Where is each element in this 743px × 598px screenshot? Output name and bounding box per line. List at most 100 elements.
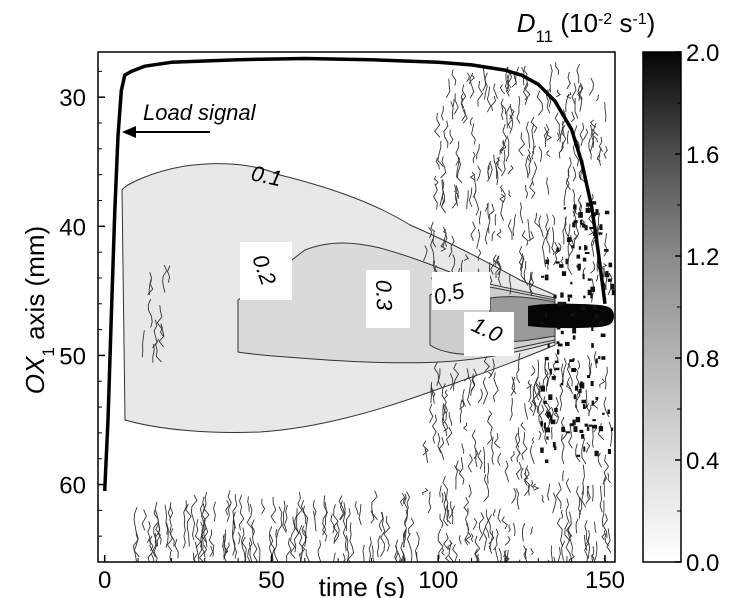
noise-contour bbox=[573, 220, 580, 248]
noise-contour bbox=[499, 185, 503, 192]
noise-contour bbox=[571, 82, 577, 104]
noise-contour bbox=[458, 535, 462, 545]
noise-contour bbox=[225, 542, 230, 553]
noise-contour bbox=[488, 213, 491, 234]
noise-contour bbox=[588, 77, 595, 96]
noise-contour bbox=[538, 404, 545, 433]
noise-dot bbox=[580, 381, 583, 385]
noise-contour bbox=[536, 90, 544, 116]
noise-contour bbox=[441, 383, 447, 409]
noise-contour bbox=[490, 95, 496, 111]
noise-contour bbox=[440, 243, 447, 252]
noise-contour bbox=[471, 429, 479, 460]
noise-contour bbox=[248, 542, 253, 562]
noise-dot bbox=[541, 275, 545, 278]
noise-contour bbox=[202, 496, 205, 514]
noise-dot bbox=[607, 409, 610, 414]
noise-contour bbox=[515, 462, 522, 480]
noise-contour bbox=[530, 480, 535, 489]
noise-dot bbox=[555, 261, 560, 264]
noise-contour bbox=[517, 352, 521, 370]
noise-contour bbox=[441, 179, 445, 208]
noise-dot bbox=[604, 210, 610, 215]
noise-contour bbox=[546, 131, 552, 141]
noise-contour bbox=[476, 228, 481, 249]
noise-contours bbox=[132, 62, 615, 562]
noise-dot bbox=[573, 394, 577, 400]
noise-contour bbox=[499, 193, 505, 202]
noise-contour bbox=[454, 464, 458, 490]
noise-contour bbox=[450, 101, 454, 120]
y-axis: 30 40 50 60 bbox=[59, 70, 105, 563]
noise-contour bbox=[577, 85, 583, 112]
noise-contour bbox=[534, 359, 541, 388]
noise-contour bbox=[565, 383, 572, 392]
noise-dot bbox=[610, 427, 614, 431]
noise-dot bbox=[591, 400, 595, 406]
noise-contour bbox=[525, 121, 531, 149]
noise-dot bbox=[583, 446, 586, 452]
noise-contour bbox=[293, 508, 300, 553]
noise-contour bbox=[593, 351, 598, 368]
noise-dot bbox=[604, 273, 610, 278]
noise-contour bbox=[322, 501, 328, 542]
noise-contour bbox=[541, 240, 547, 268]
noise-dot bbox=[578, 246, 582, 250]
noise-contour bbox=[603, 145, 608, 159]
noise-contour bbox=[198, 540, 205, 562]
noise-contour bbox=[222, 535, 227, 560]
noise-contour bbox=[552, 492, 557, 514]
noise-contour bbox=[547, 483, 551, 501]
noise-contour bbox=[487, 163, 493, 182]
noise-contour bbox=[406, 491, 410, 509]
noise-contour bbox=[462, 422, 468, 432]
noise-contour bbox=[448, 542, 455, 562]
noise-contour bbox=[597, 423, 605, 441]
noise-dot bbox=[585, 207, 591, 213]
noise-dot bbox=[546, 436, 549, 440]
noise-dot bbox=[544, 356, 549, 361]
noise-contour bbox=[298, 525, 306, 556]
noise-contour bbox=[511, 108, 515, 116]
noise-dot bbox=[571, 368, 576, 373]
noise-contour bbox=[445, 426, 453, 446]
noise-dot bbox=[599, 224, 603, 231]
noise-dot bbox=[611, 283, 614, 290]
noise-dot bbox=[569, 423, 574, 427]
noise-dot bbox=[572, 335, 576, 340]
noise-contour bbox=[444, 233, 448, 247]
noise-contour bbox=[489, 203, 495, 215]
noise-contour bbox=[155, 338, 162, 363]
noise-contour bbox=[433, 183, 438, 210]
noise-dot bbox=[545, 312, 548, 319]
noise-contour bbox=[147, 520, 151, 543]
noise-contour bbox=[444, 404, 448, 414]
noise-dot bbox=[573, 426, 578, 432]
noise-contour bbox=[500, 98, 507, 115]
noise-contour bbox=[582, 128, 589, 141]
noise-contour bbox=[190, 494, 198, 541]
noise-contour bbox=[147, 298, 153, 328]
noise-contour bbox=[203, 491, 210, 538]
noise-contour bbox=[509, 397, 513, 421]
noise-contour bbox=[606, 528, 612, 554]
noise-contour bbox=[459, 399, 465, 410]
noise-contour bbox=[511, 487, 517, 504]
noise-contour bbox=[604, 533, 609, 547]
colorbar-tick-label: 0.4 bbox=[686, 448, 719, 475]
noise-dot bbox=[594, 450, 599, 457]
noise-contour bbox=[246, 503, 254, 535]
noise-contour bbox=[484, 72, 488, 100]
noise-contour bbox=[549, 64, 553, 84]
noise-contour bbox=[402, 551, 406, 562]
noise-contour bbox=[469, 72, 475, 99]
noise-dot bbox=[577, 268, 581, 271]
noise-contour bbox=[555, 62, 560, 75]
noise-contour bbox=[432, 388, 436, 397]
noise-contour bbox=[482, 526, 488, 551]
noise-contour bbox=[471, 123, 476, 145]
noise-contour bbox=[518, 132, 526, 157]
colorbar-tick-label: 0.8 bbox=[686, 346, 719, 373]
noise-contour bbox=[467, 453, 473, 473]
noise-contour bbox=[468, 484, 472, 498]
